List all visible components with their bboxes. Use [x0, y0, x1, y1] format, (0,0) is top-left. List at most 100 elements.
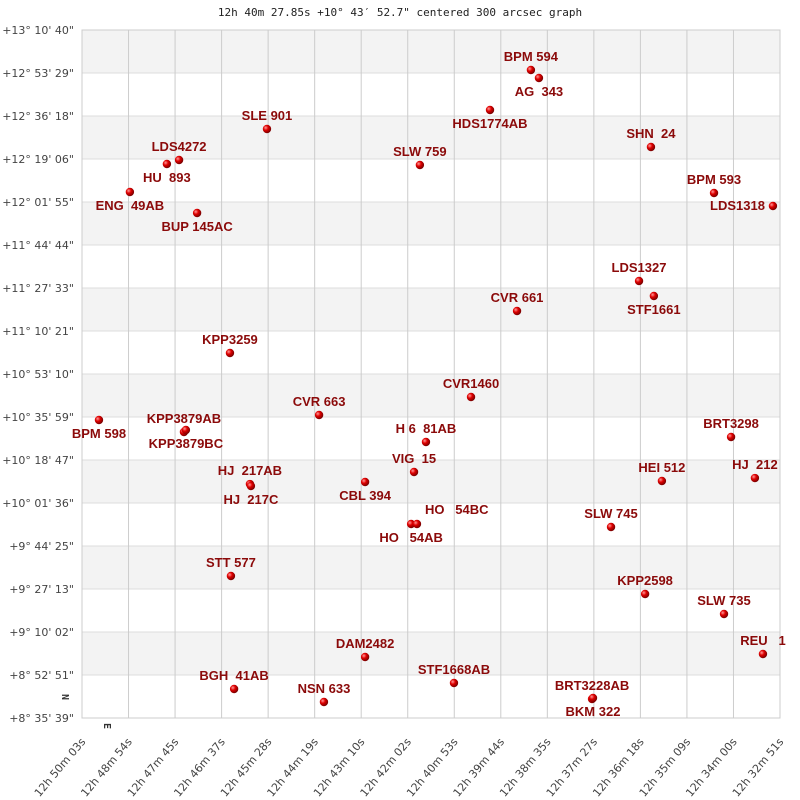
star-point[interactable]: HEI 512 — [638, 460, 685, 486]
star-marker[interactable] — [421, 437, 431, 447]
star-point[interactable]: SLE 901 — [242, 108, 293, 134]
star-marker[interactable] — [634, 276, 644, 286]
star-label: HJ 217AB — [218, 463, 282, 478]
star-point[interactable]: CVR 663 — [293, 394, 346, 420]
star-marker[interactable] — [649, 291, 659, 301]
star-point[interactable]: KPP3259 — [202, 332, 258, 358]
star-point[interactable]: STF1661 — [627, 291, 681, 317]
star-marker[interactable] — [485, 105, 495, 115]
star-label: CVR1460 — [443, 376, 499, 391]
star-label: HEI 512 — [638, 460, 685, 475]
star-marker[interactable] — [319, 697, 329, 707]
star-marker[interactable] — [125, 187, 135, 197]
star-label: BRT3298 — [703, 416, 759, 431]
star-point[interactable]: HJ 212 — [732, 457, 778, 483]
star-point[interactable]: HJ 217C — [223, 481, 279, 507]
star-marker[interactable] — [174, 155, 184, 165]
star-point[interactable]: SLW 745 — [584, 506, 638, 532]
grid-band — [82, 546, 780, 589]
star-marker[interactable] — [415, 160, 425, 170]
star-marker[interactable] — [588, 693, 598, 703]
star-label: STF1661 — [627, 302, 680, 317]
star-marker[interactable] — [162, 159, 172, 169]
star-point[interactable]: BGH 41AB — [199, 668, 269, 694]
star-marker[interactable] — [181, 425, 191, 435]
star-marker[interactable] — [406, 519, 416, 529]
star-marker[interactable] — [360, 477, 370, 487]
star-point[interactable]: HDS1774AB — [452, 105, 528, 131]
east-marker: E — [101, 723, 112, 729]
star-point[interactable]: BRT3298 — [703, 416, 759, 442]
star-marker[interactable] — [534, 73, 544, 83]
star-marker[interactable] — [246, 481, 256, 491]
star-point[interactable]: BKM 322 — [566, 693, 621, 719]
y-tick-label: +10° 35' 59" — [2, 411, 74, 424]
star-marker[interactable] — [314, 410, 324, 420]
star-point[interactable]: VIG 15 — [392, 451, 436, 477]
star-point[interactable]: STT 577 — [206, 555, 256, 581]
star-marker[interactable] — [750, 473, 760, 483]
y-tick-label: +10° 53' 10" — [2, 368, 74, 381]
star-marker[interactable] — [409, 467, 419, 477]
star-marker[interactable] — [262, 124, 272, 134]
star-point[interactable]: CVR1460 — [443, 376, 499, 402]
grid-band — [82, 503, 780, 546]
star-point[interactable]: SLW 735 — [697, 593, 751, 619]
star-point[interactable]: CVR 661 — [491, 290, 544, 316]
star-point[interactable]: LDS1327 — [612, 260, 667, 286]
star-point[interactable]: BPM 593 — [687, 172, 741, 198]
star-point[interactable]: HO 54BC — [412, 502, 489, 529]
y-tick-label: +11° 10' 21" — [2, 325, 74, 338]
star-point[interactable]: SLW 759 — [393, 144, 447, 170]
star-label: VIG 15 — [392, 451, 436, 466]
star-marker[interactable] — [412, 519, 422, 529]
star-marker[interactable] — [226, 571, 236, 581]
star-marker[interactable] — [768, 201, 778, 211]
star-point[interactable]: REU 1 — [740, 633, 786, 659]
star-marker[interactable] — [360, 652, 370, 662]
plot-frame — [81, 29, 781, 719]
star-point[interactable]: ENG 49AB — [96, 187, 165, 213]
star-point[interactable]: AG 343 — [515, 73, 563, 99]
star-label: BGH 41AB — [199, 668, 268, 683]
star-marker[interactable] — [512, 306, 522, 316]
star-point[interactable]: LDS1318 — [710, 198, 778, 213]
star-marker[interactable] — [225, 348, 235, 358]
star-marker[interactable] — [466, 392, 476, 402]
grid-band — [82, 374, 780, 417]
star-marker[interactable] — [94, 415, 104, 425]
star-point[interactable]: KPP2598 — [617, 573, 673, 599]
star-marker[interactable] — [192, 208, 202, 218]
star-point[interactable]: CBL 394 — [339, 477, 392, 503]
star-point[interactable]: BPM 598 — [72, 415, 126, 441]
star-marker[interactable] — [646, 142, 656, 152]
star-label: BUP 145AC — [161, 219, 233, 234]
star-label: SLW 745 — [584, 506, 637, 521]
star-point[interactable]: KPP3879BC — [149, 425, 224, 451]
star-marker[interactable] — [726, 432, 736, 442]
star-marker[interactable] — [640, 589, 650, 599]
star-marker[interactable] — [758, 649, 768, 659]
star-point[interactable]: BUP 145AC — [161, 208, 233, 234]
star-marker[interactable] — [657, 476, 667, 486]
grid-band — [82, 589, 780, 632]
star-label: HO 54BC — [425, 502, 489, 517]
star-marker[interactable] — [526, 65, 536, 75]
star-point[interactable]: NSN 633 — [298, 681, 351, 707]
y-tick-label: +11° 44' 44" — [2, 239, 74, 252]
y-tick-label: +10° 18' 47" — [2, 454, 74, 467]
star-point[interactable]: DAM2482 — [336, 636, 395, 662]
star-marker[interactable] — [449, 678, 459, 688]
star-point[interactable]: STF1668AB — [418, 662, 490, 688]
star-point[interactable]: BPM 594 — [504, 49, 559, 75]
star-point[interactable]: HO 54AB — [379, 519, 443, 545]
star-marker[interactable] — [709, 188, 719, 198]
star-point[interactable]: H 6 81AB — [396, 421, 457, 447]
star-point[interactable]: HU 893 — [143, 159, 191, 185]
star-marker[interactable] — [606, 522, 616, 532]
star-label: NSN 633 — [298, 681, 351, 696]
star-marker[interactable] — [719, 609, 729, 619]
star-marker[interactable] — [229, 684, 239, 694]
star-point[interactable]: LDS4272 — [152, 139, 207, 165]
star-point[interactable]: SHN 24 — [626, 126, 676, 152]
